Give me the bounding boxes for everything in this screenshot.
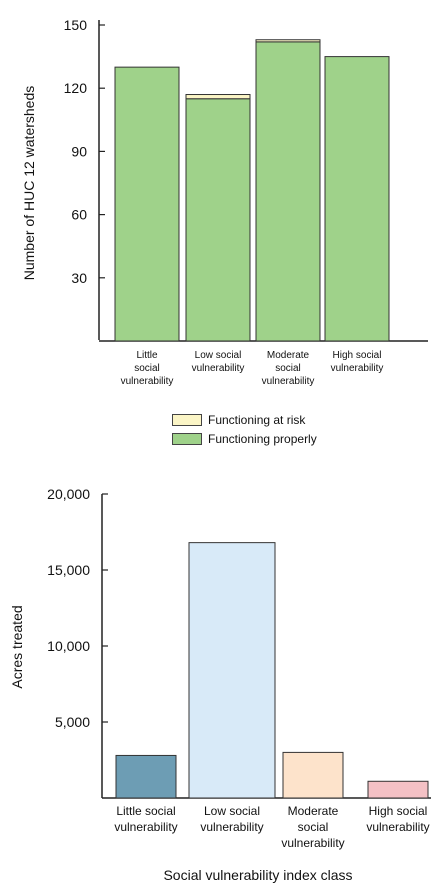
x-tick-label: vulnerability <box>192 363 245 374</box>
x-tick-label: social <box>275 363 301 374</box>
legend-item-properly: Functioning properly <box>172 429 317 448</box>
x-tick-label: Moderate <box>288 804 339 818</box>
bar-functioning-properly <box>114 66 180 342</box>
bar-functioning-properly <box>185 98 251 342</box>
legend-swatch-at-risk <box>172 413 202 426</box>
y-tick-label: 150 <box>64 17 88 33</box>
acres-chart: 5,000 10,000 15,000 20,000 Little social vuln… <box>9 486 431 883</box>
y-axis-title: Number of HUC 12 watersheds <box>21 86 37 281</box>
bar-acres-treated <box>367 780 429 799</box>
y-tick-label: 30 <box>71 270 87 286</box>
bar-functioning-properly <box>324 56 390 342</box>
x-tick-label: Low social <box>195 350 242 361</box>
x-tick-label: High social <box>333 350 382 361</box>
x-tick-label: social <box>134 363 160 374</box>
watershed-chart: 30 60 90 120 150 Little social vulnerability Low… <box>21 17 428 387</box>
y-tick-label: 90 <box>71 143 87 159</box>
x-tick-label: vulnerability <box>262 376 315 387</box>
x-tick-label: vulnerability <box>366 820 429 834</box>
bar-functioning-properly <box>255 41 321 342</box>
y-tick-label: 15,000 <box>47 562 90 578</box>
x-tick-label: High social <box>369 804 428 818</box>
x-tick-label: Low social <box>204 804 260 818</box>
y-axis-title: Acres treated <box>9 605 25 688</box>
y-tick-label: 120 <box>64 80 88 96</box>
x-axis-title: Social vulnerability index class <box>163 867 352 883</box>
x-tick-label: Little <box>136 350 158 361</box>
legend-label-at-risk: Functioning at risk <box>208 412 306 427</box>
legend: Functioning at risk Functioning properly <box>172 410 317 448</box>
bar-acres-treated <box>115 754 177 799</box>
legend-swatch-properly <box>172 432 202 445</box>
bar-functioning-at-risk <box>255 39 321 43</box>
x-tick-label: social <box>298 820 329 834</box>
x-tick-label: Moderate <box>267 350 310 361</box>
x-tick-label: vulnerability <box>200 820 263 834</box>
x-tick-label: vulnerability <box>331 363 384 374</box>
x-tick-label: vulnerability <box>121 376 174 387</box>
bar-acres-treated <box>188 542 276 799</box>
x-tick-label: vulnerability <box>281 836 344 850</box>
x-tick-label: Little social <box>116 804 175 818</box>
bar-functioning-at-risk <box>185 94 251 100</box>
y-tick-label: 60 <box>71 207 87 223</box>
y-tick-label: 20,000 <box>47 486 90 502</box>
y-tick-label: 10,000 <box>47 638 90 654</box>
legend-item-at-risk: Functioning at risk <box>172 410 317 429</box>
bar-acres-treated <box>282 751 344 799</box>
x-tick-label: vulnerability <box>114 820 177 834</box>
y-tick-label: 5,000 <box>55 714 90 730</box>
legend-label-properly: Functioning properly <box>208 431 317 446</box>
